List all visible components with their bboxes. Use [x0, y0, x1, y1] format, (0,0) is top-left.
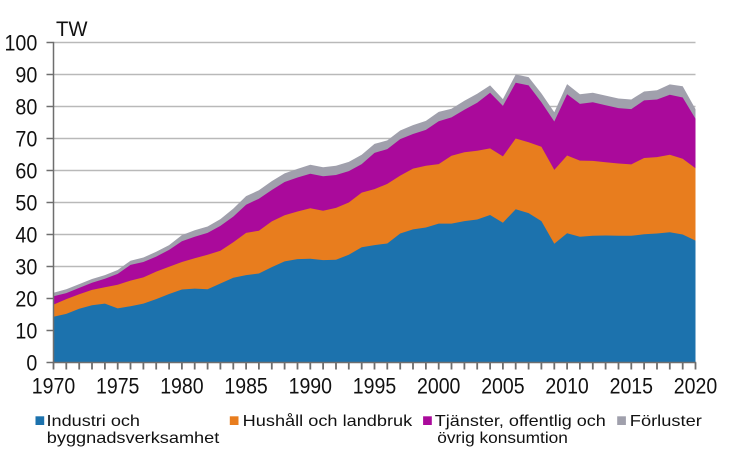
svg-text:Hushåll och landbruk: Hushåll och landbruk [243, 412, 414, 430]
svg-text:1995: 1995 [353, 373, 396, 398]
svg-text:2005: 2005 [481, 373, 524, 398]
svg-text:byggnadsverksamhet: byggnadsverksamhet [47, 430, 220, 447]
svg-text:1985: 1985 [224, 373, 267, 398]
svg-text:40: 40 [15, 222, 37, 247]
svg-text:2020: 2020 [674, 373, 717, 398]
svg-text:övrig konsumtion: övrig konsumtion [437, 430, 568, 447]
svg-text:100: 100 [5, 30, 38, 55]
svg-text:1990: 1990 [289, 373, 332, 398]
svg-text:TW: TW [56, 18, 88, 41]
svg-text:90: 90 [15, 62, 37, 87]
svg-text:20: 20 [15, 286, 37, 311]
svg-text:1975: 1975 [96, 373, 139, 398]
svg-text:10: 10 [15, 318, 37, 343]
svg-text:Industri och: Industri och [47, 413, 141, 430]
svg-text:1980: 1980 [160, 373, 203, 398]
svg-text:Förluster: Förluster [630, 413, 703, 430]
svg-text:70: 70 [15, 126, 37, 151]
svg-text:80: 80 [15, 94, 37, 119]
svg-text:0: 0 [26, 350, 37, 375]
svg-text:2000: 2000 [417, 373, 460, 398]
svg-text:2010: 2010 [545, 373, 588, 398]
svg-text:Tjänster, offentlig och: Tjänster, offentlig och [435, 413, 606, 430]
svg-text:50: 50 [15, 190, 37, 215]
svg-text:60: 60 [15, 158, 37, 183]
svg-text:2015: 2015 [610, 373, 653, 398]
svg-text:1970: 1970 [32, 373, 75, 398]
svg-text:30: 30 [15, 254, 37, 279]
